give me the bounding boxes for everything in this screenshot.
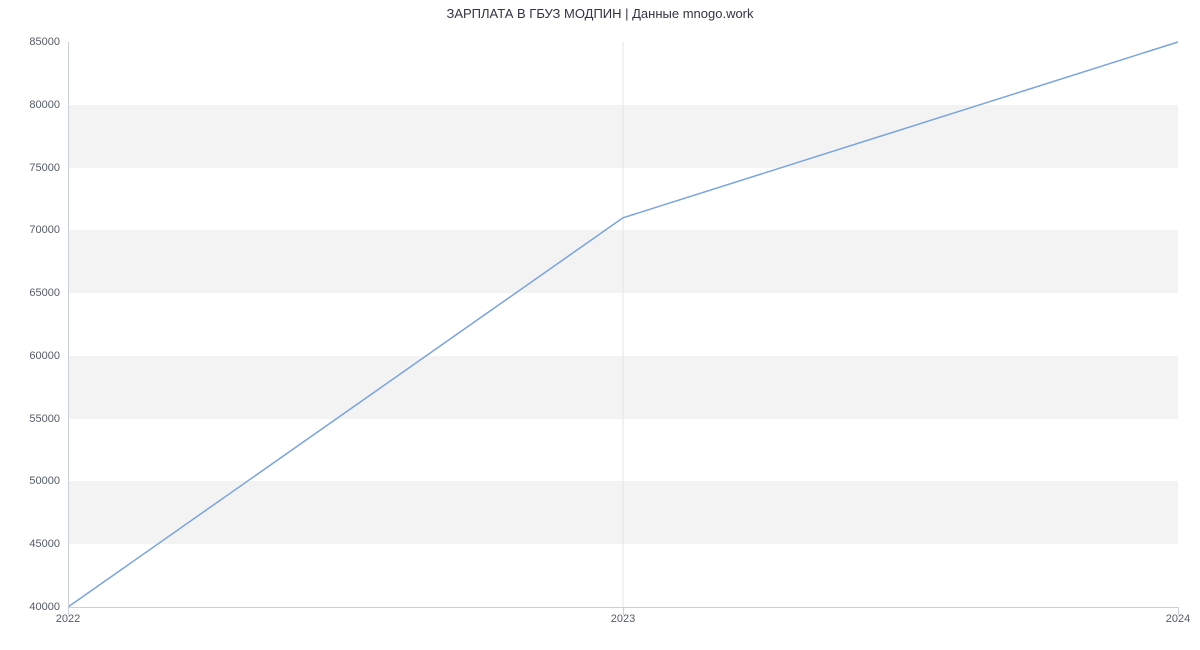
y-tick-label: 55000: [29, 413, 60, 425]
y-tick-label: 85000: [29, 36, 60, 48]
x-tick-label: 2023: [611, 613, 635, 625]
x-tick-label: 2024: [1166, 613, 1190, 625]
x-axis-line: [68, 607, 1178, 608]
x-tick-label: 2022: [56, 613, 80, 625]
y-tick-label: 45000: [29, 538, 60, 550]
y-tick-label: 70000: [29, 224, 60, 236]
y-tick-label: 80000: [29, 99, 60, 111]
y-tick-label: 40000: [29, 601, 60, 613]
line-layer: [68, 42, 1178, 607]
chart-title: ЗАРПЛАТА В ГБУЗ МОДПИН | Данные mnogo.wo…: [0, 6, 1200, 21]
y-tick-label: 65000: [29, 287, 60, 299]
salary-line-chart: ЗАРПЛАТА В ГБУЗ МОДПИН | Данные mnogo.wo…: [0, 0, 1200, 650]
y-tick-label: 50000: [29, 475, 60, 487]
y-axis-line: [68, 42, 69, 607]
y-tick-label: 60000: [29, 350, 60, 362]
y-tick-label: 75000: [29, 162, 60, 174]
plot-area: 2022202320244000045000500005500060000650…: [68, 42, 1178, 607]
